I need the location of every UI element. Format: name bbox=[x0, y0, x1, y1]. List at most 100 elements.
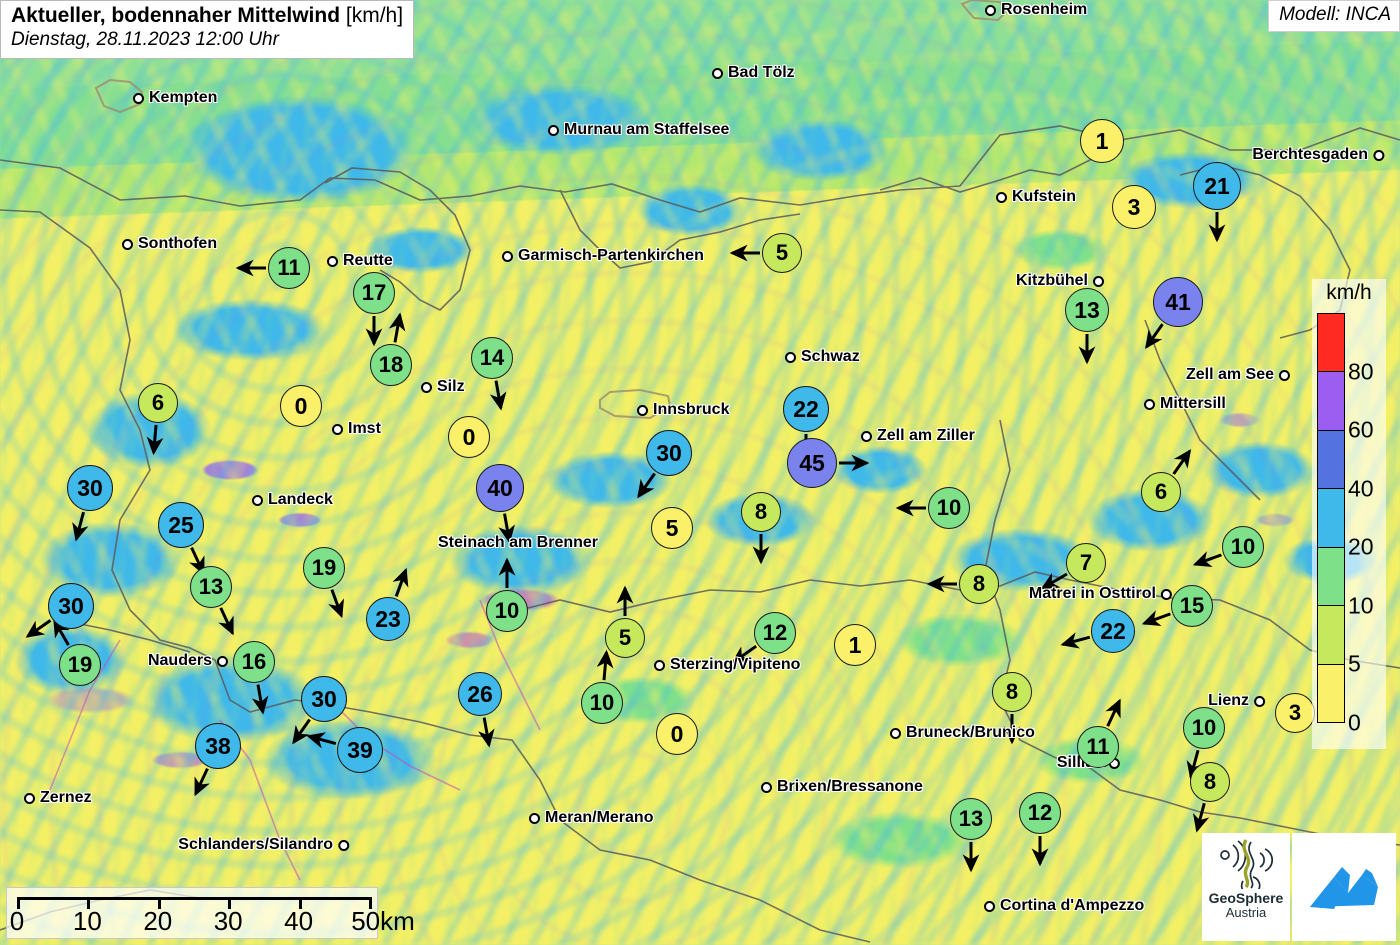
legend-tick-10: 10 bbox=[1348, 592, 1374, 619]
wind-station-marker[interactable]: 19 bbox=[303, 547, 345, 589]
wind-station-marker[interactable]: 3 bbox=[1112, 185, 1156, 229]
wind-direction-arrow-icon bbox=[1192, 551, 1222, 568]
scale-tick-1 bbox=[87, 897, 91, 909]
wind-speed-value: 5 bbox=[775, 240, 789, 265]
wind-station-marker[interactable]: 5 bbox=[762, 233, 802, 273]
wind-station-marker[interactable]: 7 bbox=[1066, 543, 1106, 583]
wind-station-marker[interactable]: 23 bbox=[366, 597, 410, 641]
wind-speed-value: 14 bbox=[479, 345, 505, 370]
wind-station-marker[interactable]: 8 bbox=[959, 564, 999, 604]
wind-station-marker[interactable]: 45 bbox=[787, 438, 837, 488]
city-label: Reutte bbox=[327, 252, 393, 270]
wind-station-marker[interactable]: 26 bbox=[458, 672, 502, 716]
wind-speed-value: 10 bbox=[494, 598, 520, 623]
wind-station-marker[interactable]: 19 bbox=[59, 644, 101, 686]
city-label: Steinach am Brenner bbox=[438, 534, 598, 552]
wind-station-marker[interactable]: 6 bbox=[1141, 472, 1181, 512]
wind-station-marker[interactable]: 10 bbox=[1222, 526, 1264, 568]
wind-station-marker[interactable]: 17 bbox=[353, 272, 395, 314]
wind-station-marker[interactable]: 0 bbox=[656, 713, 698, 755]
city-label-text: Murnau am Staffelsee bbox=[564, 121, 730, 138]
wind-speed-value: 39 bbox=[347, 736, 373, 763]
city-label: Zell am Ziller bbox=[861, 427, 975, 445]
legend-band-6 bbox=[1318, 664, 1344, 722]
wind-station-marker[interactable]: 10 bbox=[581, 682, 623, 724]
wind-direction-arrow-icon bbox=[306, 732, 337, 749]
city-marker-dot-icon bbox=[252, 494, 263, 506]
city-label: Mittersill bbox=[1144, 395, 1226, 413]
wind-station-marker[interactable]: 39 bbox=[337, 727, 383, 773]
city-label: Sterzing/Vipiteno bbox=[654, 656, 800, 674]
city-marker-dot-icon bbox=[122, 238, 133, 250]
wind-station-marker[interactable]: 12 bbox=[1019, 792, 1061, 834]
wind-station-marker[interactable]: 5 bbox=[605, 618, 645, 658]
wind-station-marker[interactable]: 15 bbox=[1171, 585, 1213, 627]
wind-station-marker[interactable]: 11 bbox=[268, 247, 310, 289]
legend-tick-labels: 80 60 40 20 10 5 0 bbox=[1348, 313, 1388, 735]
wind-station-marker[interactable]: 41 bbox=[1153, 277, 1203, 327]
city-marker-dot-icon bbox=[985, 4, 996, 16]
city-marker-dot-icon bbox=[890, 727, 901, 739]
wind-station-marker[interactable]: 0 bbox=[280, 385, 322, 427]
scale-bar-numbers: 0 10 20 30 40 50km bbox=[7, 906, 415, 936]
city-marker-dot-icon bbox=[1093, 275, 1104, 287]
city-marker-dot-icon bbox=[1373, 149, 1384, 161]
wind-station-marker[interactable]: 8 bbox=[1190, 762, 1230, 802]
wind-station-marker[interactable]: 5 bbox=[651, 507, 693, 549]
wind-direction-arrow-icon bbox=[637, 472, 656, 499]
wind-station-marker[interactable]: 30 bbox=[48, 583, 94, 629]
wind-station-marker[interactable]: 1 bbox=[834, 624, 876, 666]
wind-direction-arrow-icon bbox=[731, 644, 758, 664]
scale-tick-2 bbox=[157, 897, 161, 909]
wind-station-marker[interactable]: 8 bbox=[741, 492, 781, 532]
wind-speed-value: 18 bbox=[378, 352, 404, 377]
legend-band-1 bbox=[1318, 372, 1344, 431]
wind-station-marker[interactable]: 22 bbox=[783, 386, 829, 432]
scale-label-4: 40 bbox=[284, 906, 314, 936]
legend-tick-40: 40 bbox=[1348, 475, 1374, 502]
wind-direction-arrow-icon bbox=[498, 513, 515, 544]
wind-station-marker[interactable]: 10 bbox=[928, 487, 970, 529]
wind-station-marker[interactable]: 13 bbox=[950, 798, 992, 840]
city-marker-dot-icon bbox=[785, 351, 796, 363]
wind-station-marker[interactable]: 10 bbox=[486, 590, 528, 632]
title-main-text: Aktueller, bodennaher Mittelwind bbox=[11, 4, 341, 27]
scale-tick-5 bbox=[369, 897, 372, 909]
city-marker-dot-icon bbox=[761, 781, 772, 793]
wind-station-marker[interactable]: 3 bbox=[1275, 693, 1315, 733]
wind-station-marker[interactable]: 13 bbox=[190, 566, 232, 608]
legend-tick-60: 60 bbox=[1348, 416, 1374, 443]
wind-station-marker[interactable]: 40 bbox=[476, 464, 524, 512]
wind-station-marker[interactable]: 30 bbox=[67, 465, 113, 511]
wind-station-marker[interactable]: 16 bbox=[233, 641, 275, 683]
city-label: Zernez bbox=[24, 789, 92, 807]
wind-station-marker[interactable]: 38 bbox=[195, 723, 241, 769]
geosphere-logo: GeoSphere Austria bbox=[1202, 833, 1290, 941]
wind-station-marker[interactable]: 0 bbox=[448, 416, 490, 458]
city-marker-dot-icon bbox=[984, 900, 995, 912]
wind-direction-arrow-icon bbox=[251, 684, 269, 715]
city-label-text: Silz bbox=[437, 378, 465, 395]
wind-station-marker[interactable]: 10 bbox=[1183, 707, 1225, 749]
wind-station-marker[interactable]: 6 bbox=[138, 383, 178, 423]
wind-speed-value: 10 bbox=[936, 495, 962, 520]
city-label: Lienz bbox=[1208, 692, 1265, 710]
wind-station-marker[interactable]: 11 bbox=[1077, 726, 1119, 768]
scale-bar-rule bbox=[17, 897, 369, 900]
wind-station-marker[interactable]: 30 bbox=[646, 430, 692, 476]
wind-station-marker[interactable]: 8 bbox=[992, 672, 1032, 712]
wind-station-marker[interactable]: 25 bbox=[158, 502, 204, 548]
wind-station-marker[interactable]: 1 bbox=[1080, 119, 1124, 163]
wind-station-marker[interactable]: 22 bbox=[1091, 609, 1135, 653]
wind-station-marker[interactable]: 18 bbox=[370, 344, 412, 386]
wind-station-marker[interactable]: 12 bbox=[754, 612, 796, 654]
wind-station-marker[interactable]: 21 bbox=[1193, 162, 1241, 210]
wind-speed-value: 0 bbox=[462, 423, 476, 450]
wind-station-marker[interactable]: 14 bbox=[471, 337, 513, 379]
wind-station-marker[interactable]: 30 bbox=[301, 676, 347, 722]
legend-tick-80: 80 bbox=[1348, 358, 1374, 385]
legend-tick-0: 0 bbox=[1348, 709, 1361, 736]
legend-color-bar bbox=[1317, 313, 1345, 723]
wind-station-marker[interactable]: 13 bbox=[1065, 288, 1109, 332]
wind-direction-arrow-icon bbox=[1141, 610, 1171, 627]
